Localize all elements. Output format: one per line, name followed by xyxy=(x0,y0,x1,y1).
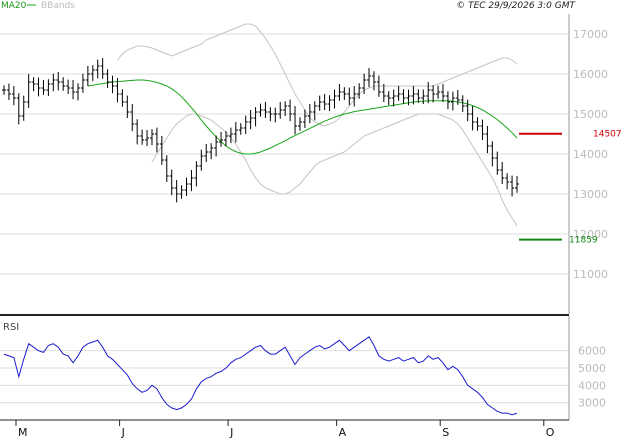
bband-upper-line xyxy=(117,23,518,127)
price-tick-label: 14000 xyxy=(573,148,608,161)
price-tick-label: 17000 xyxy=(573,28,608,41)
x-axis-month-label: A xyxy=(339,426,347,439)
rsi-axis: 3000 4000 5000 6000 xyxy=(578,345,606,410)
price-axis: 11000 12000 13000 14000 15000 16000 17000 xyxy=(573,28,608,281)
ma20-line xyxy=(87,79,518,155)
price-grid xyxy=(0,33,569,275)
resistance-label: 14507 xyxy=(593,130,622,140)
rsi-label: RSI xyxy=(3,322,19,333)
price-tick-label: 13000 xyxy=(573,188,608,201)
price-tick-label: 15000 xyxy=(573,108,608,121)
x-axis-month-label: S xyxy=(442,426,449,439)
price-bars xyxy=(2,58,519,203)
x-axis-month-label: J xyxy=(121,426,125,439)
rsi-tick-label: 4000 xyxy=(578,379,606,392)
x-axis-month-label: O xyxy=(546,426,555,439)
x-axis-month-label: J xyxy=(229,426,233,439)
rsi-line xyxy=(3,336,518,416)
rsi-panel: RSI 3000 4000 5000 6000 xyxy=(0,316,606,420)
support-label: 11859 xyxy=(569,236,598,246)
rsi-tick-label: 6000 xyxy=(578,345,606,358)
bband-lower-line xyxy=(151,113,518,227)
legend-bbands: BBands xyxy=(41,1,75,11)
chart-timestamp: © TEC 29/9/2026 3:0 GMT xyxy=(456,1,576,11)
price-tick-label: 12000 xyxy=(573,228,608,241)
rsi-tick-label: 5000 xyxy=(578,362,606,375)
legend-ma20: MA20 xyxy=(1,1,27,11)
rsi-grid xyxy=(0,350,569,404)
price-tick-label: 11000 xyxy=(573,268,608,281)
price-tick-label: 16000 xyxy=(573,68,608,81)
x-axis-month-label: M xyxy=(18,426,28,439)
rsi-tick-label: 3000 xyxy=(578,397,606,410)
price-panel: 11000 12000 13000 14000 15000 16000 17000 1450… xyxy=(0,14,622,314)
